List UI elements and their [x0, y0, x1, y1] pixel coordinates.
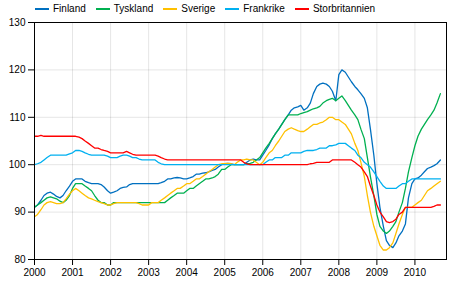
svg-text:2009: 2009 [366, 267, 389, 278]
svg-text:2001: 2001 [61, 267, 84, 278]
svg-text:2004: 2004 [176, 267, 199, 278]
html-text:Finland: Finland [53, 3, 86, 14]
svg-text:2010: 2010 [404, 267, 427, 278]
html-text:Tyskland: Tyskland [113, 3, 154, 14]
svg-text:2005: 2005 [214, 267, 237, 278]
html-text:Storbritannien: Storbritannien [312, 3, 376, 14]
svg-text:120: 120 [9, 64, 26, 75]
svg-text:110: 110 [10, 112, 26, 123]
html-text:Frankrike: Frankrike [243, 3, 285, 14]
svg-text:90: 90 [14, 206, 26, 217]
svg-text:2008: 2008 [328, 267, 351, 278]
svg-text:2007: 2007 [290, 267, 313, 278]
svg-text:80: 80 [14, 254, 26, 265]
svg-text:2000: 2000 [23, 267, 46, 278]
svg-text:2002: 2002 [99, 267, 122, 278]
html-text:Sverige: Sverige [181, 3, 216, 14]
svg-text:2003: 2003 [138, 267, 161, 278]
svg-text:2006: 2006 [252, 267, 275, 278]
svg-text:100: 100 [9, 159, 26, 170]
svg-text:130: 130 [9, 17, 26, 28]
